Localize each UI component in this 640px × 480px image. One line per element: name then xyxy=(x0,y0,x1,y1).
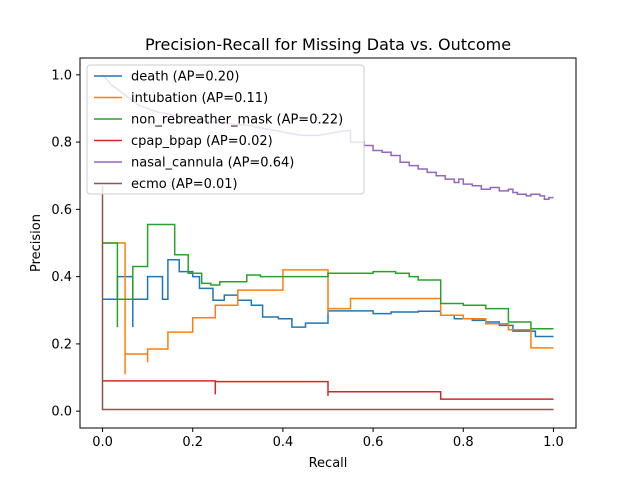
x-axis: 0.0 0.2 0.4 0.6 0.8 1.0 xyxy=(92,428,564,450)
x-tick-label: 1.0 xyxy=(543,435,564,450)
y-tick-label: 0.4 xyxy=(51,270,72,285)
plot-frame xyxy=(79,57,577,429)
y-tick-label: 0.0 xyxy=(51,405,72,420)
chart-title: Precision-Recall for Missing Data vs. Ou… xyxy=(145,35,511,54)
y-tick-label: 0.2 xyxy=(51,337,72,352)
x-tick-label: 0.0 xyxy=(92,435,113,450)
legend-box xyxy=(86,64,365,195)
series-line-5 xyxy=(101,185,554,411)
y-tick-label: 0.8 xyxy=(51,136,72,151)
y-tick-label: 1.0 xyxy=(51,68,72,83)
series-line-3 xyxy=(102,380,554,400)
y-axis: 0.0 0.2 0.4 0.6 0.8 1.0 xyxy=(51,68,80,420)
legend-label-2: non_rebreather_mask (AP=0.22) xyxy=(131,113,343,128)
series-line-1 xyxy=(102,242,554,375)
legend-items: death (AP=0.20) intubation (AP=0.11) non_r… xyxy=(94,70,343,192)
x-tick-label: 0.4 xyxy=(273,435,294,450)
y-axis-title: Precision xyxy=(29,214,44,272)
series-layer xyxy=(101,74,554,411)
x-tick-label: 0.6 xyxy=(363,435,384,450)
legend-label-4: nasal_cannula (AP=0.64) xyxy=(131,156,294,171)
series-line-2 xyxy=(102,223,554,330)
legend: death (AP=0.20) intubation (AP=0.11) non_r… xyxy=(86,64,365,195)
y-tick-label: 0.6 xyxy=(51,203,72,218)
legend-label-0: death (AP=0.20) xyxy=(131,70,239,85)
legend-label-3: cpap_bpap (AP=0.02) xyxy=(131,134,273,149)
series-line-0 xyxy=(102,259,554,338)
legend-label-5: ecmo (AP=0.01) xyxy=(131,177,238,192)
x-tick-label: 0.8 xyxy=(453,435,474,450)
x-tick-label: 0.2 xyxy=(182,435,203,450)
legend-label-1: intubation (AP=0.11) xyxy=(131,91,268,106)
x-axis-title: Recall xyxy=(309,456,348,471)
